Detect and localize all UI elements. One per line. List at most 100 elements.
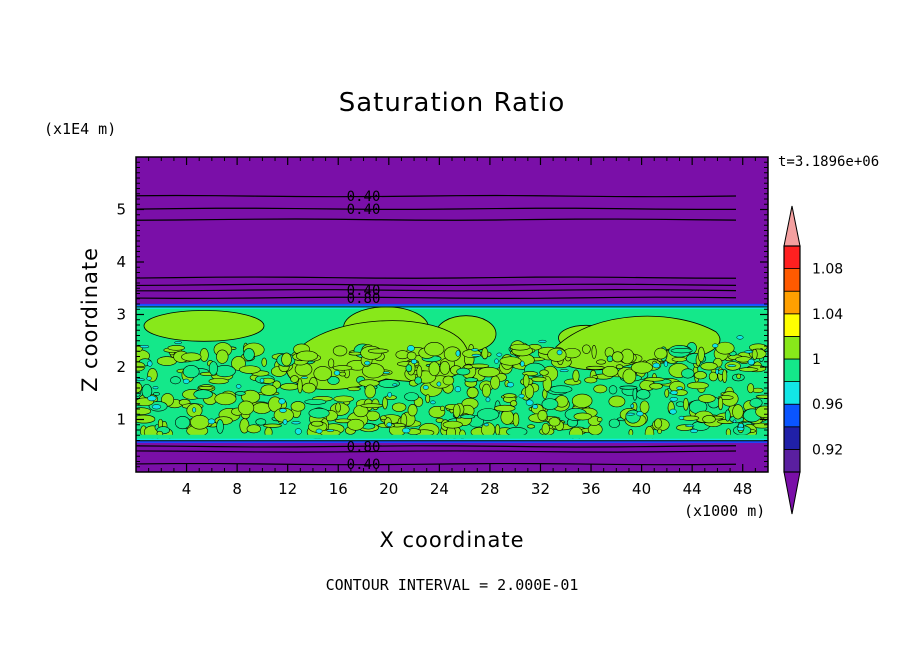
field-patch <box>310 420 324 427</box>
field-patch <box>387 391 392 398</box>
contour-line <box>136 283 737 287</box>
colorbar-swatch <box>783 335 801 360</box>
field-patch <box>332 345 348 357</box>
field-patch <box>300 376 308 379</box>
field-patch <box>234 391 246 396</box>
field-patch <box>308 407 330 419</box>
colorbar-swatch <box>783 448 801 473</box>
field-patch <box>404 392 419 402</box>
field-patch <box>239 365 261 374</box>
field-patch <box>443 346 462 362</box>
field-patch <box>522 374 530 388</box>
moist-layer-rim <box>136 438 768 441</box>
field-patch <box>630 361 653 374</box>
x-tick-label: 16 <box>329 480 348 498</box>
chart-title: Saturation Ratio <box>338 88 566 118</box>
field-patch <box>755 394 768 399</box>
field-patch <box>291 421 301 425</box>
field-patch <box>207 418 216 425</box>
x-tick-label: 36 <box>581 480 600 498</box>
field-patch <box>193 389 213 400</box>
contour-line <box>136 289 737 292</box>
field-patch <box>471 353 481 357</box>
field-patch <box>608 385 618 395</box>
field-patch <box>424 342 445 357</box>
colorbar-swatch <box>783 403 801 428</box>
field-patch <box>530 376 547 382</box>
field-patch <box>669 397 678 402</box>
field-patch <box>556 349 563 356</box>
field-patch <box>364 384 376 399</box>
field-patch <box>736 335 744 340</box>
field-patch <box>744 350 754 354</box>
field-patch <box>652 362 661 369</box>
contour-line <box>136 296 737 299</box>
colorbar-frame <box>783 245 801 473</box>
x-tick-label: 40 <box>632 480 651 498</box>
field-patch <box>198 385 214 390</box>
field-patch <box>167 345 185 351</box>
field-patch <box>506 382 515 388</box>
field-patch <box>263 423 282 428</box>
field-patch <box>747 358 755 366</box>
field-patch <box>406 351 417 361</box>
field-patch <box>541 422 550 435</box>
field-patch <box>216 419 224 434</box>
field-patch <box>512 412 520 427</box>
field-patch <box>416 365 423 378</box>
contour-line <box>136 450 737 453</box>
field-patch <box>367 348 389 354</box>
field-patch <box>559 369 569 373</box>
field-patch <box>147 360 153 367</box>
colorbar-swatch <box>783 313 801 337</box>
field-patch <box>698 394 716 403</box>
colorbar-label: 0.96 <box>812 397 843 413</box>
field-patch <box>255 418 267 426</box>
field-patch <box>697 346 705 362</box>
moist-layer-edge <box>136 440 768 443</box>
field-patch <box>657 428 662 434</box>
field-patch <box>436 381 442 387</box>
field-patch <box>280 383 300 391</box>
field-patch <box>573 412 592 421</box>
colorbar-swatch <box>783 245 801 270</box>
field-patch <box>509 343 531 351</box>
field-patch <box>490 375 501 390</box>
field-patch <box>333 370 341 376</box>
field-patch <box>282 418 288 425</box>
field-patch <box>619 385 638 390</box>
field-patch <box>174 341 183 344</box>
field-patch <box>208 378 229 385</box>
field-patch <box>294 428 302 435</box>
contour-line <box>136 445 737 448</box>
field-patch <box>751 348 758 360</box>
field-patch <box>547 347 567 362</box>
field-patch <box>181 352 202 362</box>
field-patch <box>348 351 363 356</box>
x-axis-label: X coordinate <box>379 528 525 552</box>
colorbar-label: 1 <box>812 352 821 368</box>
field-patch <box>297 378 303 394</box>
contour-line <box>136 207 737 210</box>
field-patch <box>391 402 407 413</box>
field-patch <box>615 364 624 370</box>
field-patch <box>724 409 731 422</box>
field-patch <box>471 348 479 352</box>
field-lobe <box>143 310 265 342</box>
field-patch <box>584 376 598 384</box>
field-patch <box>683 397 689 411</box>
field-patch <box>379 415 387 421</box>
colorbar-over-arrow <box>783 205 801 247</box>
field-patch <box>663 360 668 367</box>
field-patch <box>136 378 146 381</box>
colorbar-swatch <box>783 381 801 405</box>
field-patch <box>422 385 429 390</box>
field-patch <box>708 371 718 382</box>
field-patch <box>466 386 479 399</box>
field-patch <box>382 396 388 410</box>
field-patch <box>678 415 685 420</box>
field-patch <box>596 359 607 365</box>
field-patch <box>700 362 718 371</box>
field-patch <box>732 419 737 424</box>
field-patch <box>572 369 580 383</box>
